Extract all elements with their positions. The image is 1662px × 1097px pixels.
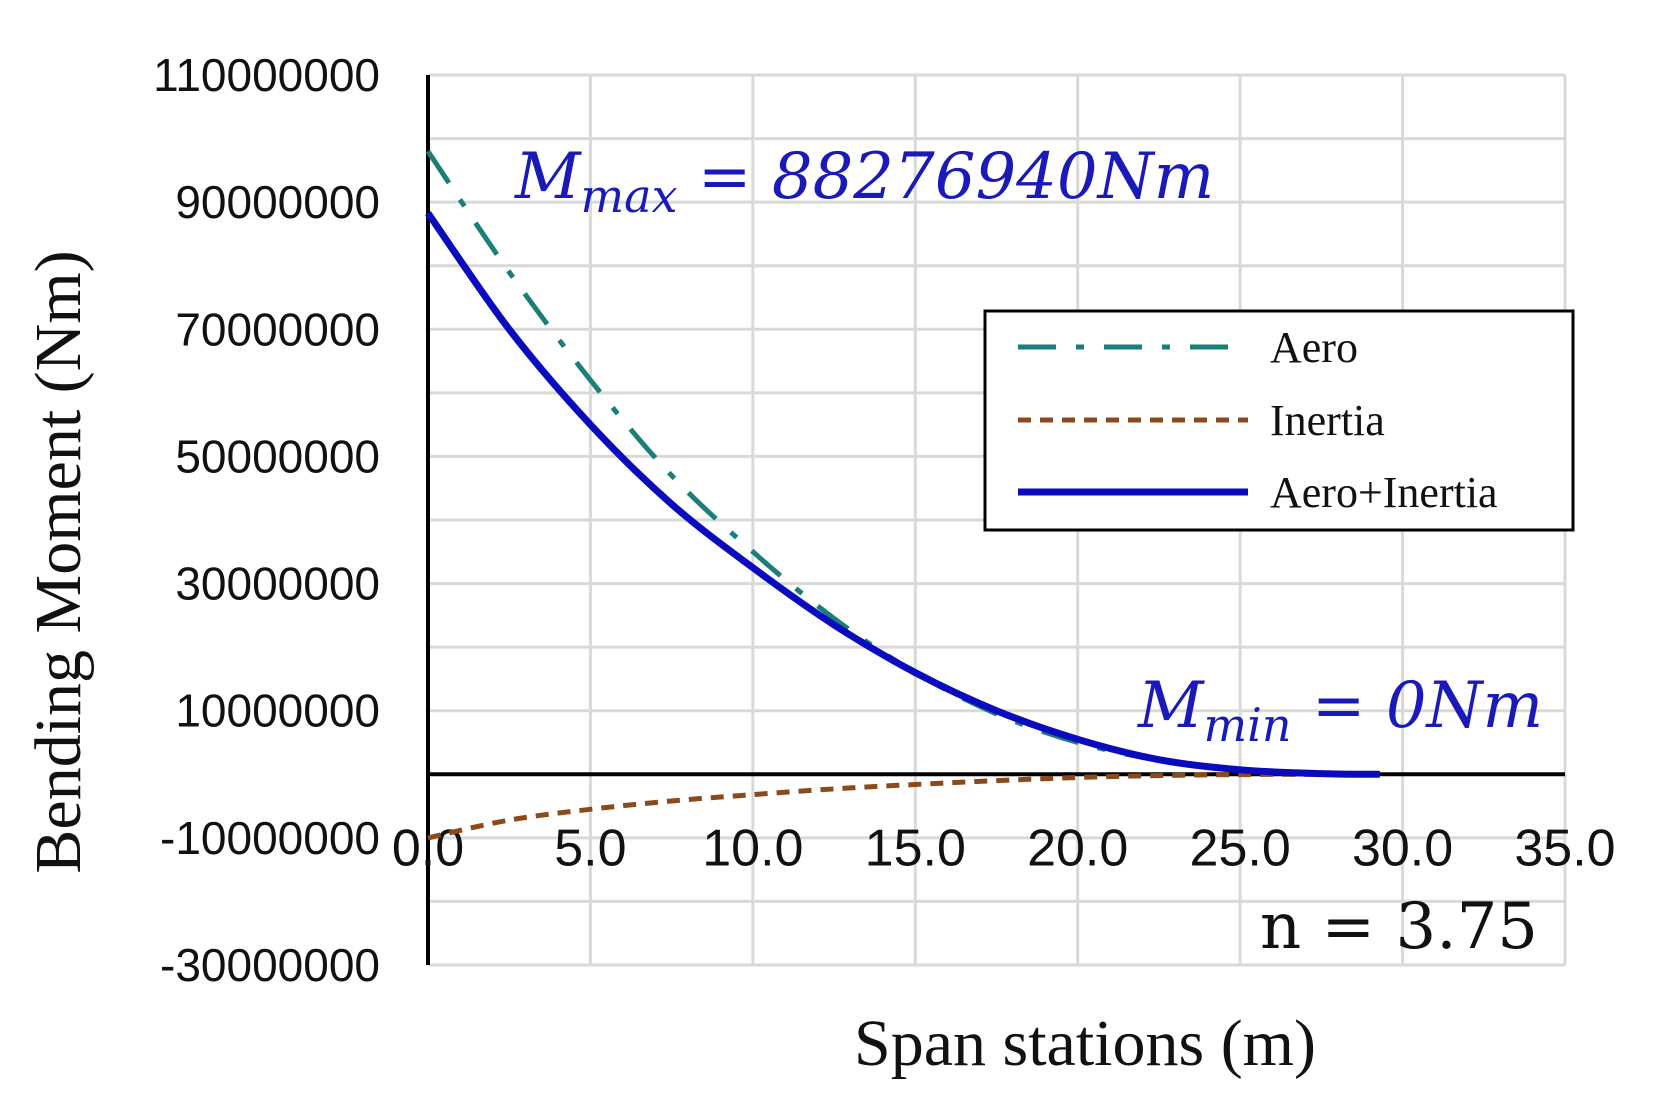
series-lines [425,149,1380,841]
y-tick-label: 110000000 [153,49,380,101]
legend-label-aero: Aero [1270,323,1358,372]
y-axis-title: Bending Moment (Nm) [22,250,95,873]
y-tick-label: -10000000 [160,812,380,864]
min-moment-annotation: Mmin = 0Nm [1137,669,1543,752]
x-tick-label: 0.0 [392,819,464,877]
y-tick-labels: 110000000 90000000 70000000 50000000 3000000… [153,49,380,991]
series-line-inertia [427,771,1380,841]
max-moment-subscript: max [581,169,678,223]
x-tick-label: 10.0 [702,819,803,877]
x-tick-label: 35.0 [1514,819,1615,877]
y-tick-label: 90000000 [175,176,380,228]
x-tick-label: 25.0 [1190,819,1291,877]
x-tick-label: 5.0 [554,819,626,877]
max-moment-value: = 88276940Nm [678,140,1215,214]
y-tick-label: 50000000 [175,430,380,482]
min-moment-symbol: M [1137,669,1205,743]
legend: Aero Inertia Aero+Inertia [983,309,1575,532]
x-tick-label: 30.0 [1352,819,1453,877]
x-tick-label: 20.0 [1027,819,1128,877]
grid-lines [426,73,1567,967]
x-tick-label: 15.0 [865,819,966,877]
max-moment-symbol: M [514,140,582,214]
y-tick-label: -30000000 [160,939,380,991]
load-factor-label: n = 3.75 [1260,890,1538,964]
legend-label-inertia: Inertia [1270,396,1385,445]
min-moment-value: = 0Nm [1292,669,1544,743]
max-moment-annotation: Mmax = 88276940Nm [514,140,1214,223]
x-tick-labels: 0.0 5.0 10.0 15.0 20.0 25.0 30.0 35.0 [392,819,1616,877]
y-tick-label: 70000000 [175,303,380,355]
min-moment-subscript: min [1204,698,1292,752]
y-tick-label: 30000000 [175,558,380,610]
series-line-aero-inertia [425,211,1380,778]
x-axis-title: Span stations (m) [854,1007,1316,1080]
y-tick-label: 10000000 [175,685,380,737]
legend-label-aero-inertia: Aero+Inertia [1270,468,1498,517]
